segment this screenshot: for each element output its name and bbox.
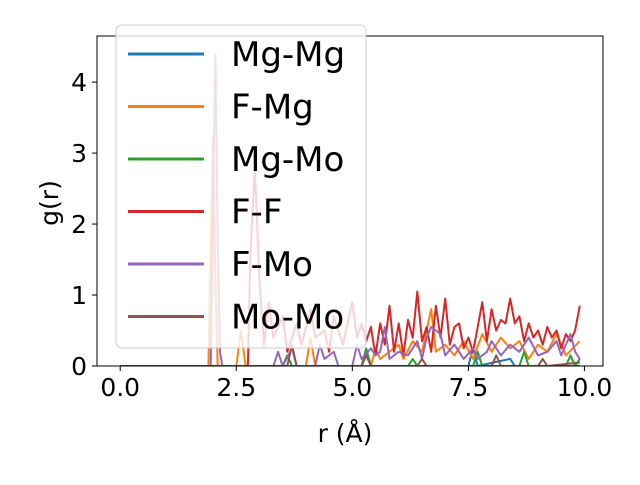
- y-tick-label: 2: [71, 210, 87, 239]
- legend-label-mg-mg: Mg-Mg: [231, 35, 345, 75]
- y-tick-label: 1: [71, 281, 87, 310]
- legend: Mg-Mg F-Mg Mg-Mo F-F F-Mo Mo-Mo: [115, 24, 367, 349]
- legend-label-f-mg: F-Mg: [231, 88, 314, 128]
- x-tick-label: 0.0: [100, 373, 140, 402]
- x-tick-label: 10.0: [557, 373, 613, 402]
- x-tick-label: 2.5: [216, 373, 256, 402]
- series-line-f-mg: [120, 134, 581, 366]
- series-group: [120, 52, 581, 366]
- legend-label-f-mo: F-Mo: [231, 245, 313, 285]
- series-line-mg-mg: [120, 347, 580, 366]
- legend-label-mg-mo: Mg-Mo: [231, 140, 344, 180]
- y-tick-label: 0: [71, 352, 87, 381]
- y-tick-label: 4: [71, 68, 87, 97]
- x-axis-label: r (Å): [318, 419, 373, 448]
- legend-label-f-f: F-F: [231, 193, 282, 233]
- x-tick-label: 5.0: [332, 373, 372, 402]
- y-tick-label: 3: [71, 139, 87, 168]
- plot-area: [120, 52, 581, 366]
- series-line-f-mo: [120, 52, 581, 366]
- series-line-mo-mo: [120, 343, 580, 366]
- x-tick-label: 7.5: [448, 373, 488, 402]
- y-axis-label: g(r): [35, 180, 64, 226]
- series-line-mg-mo: [120, 347, 581, 366]
- legend-label-mo-mo: Mo-Mo: [231, 298, 344, 338]
